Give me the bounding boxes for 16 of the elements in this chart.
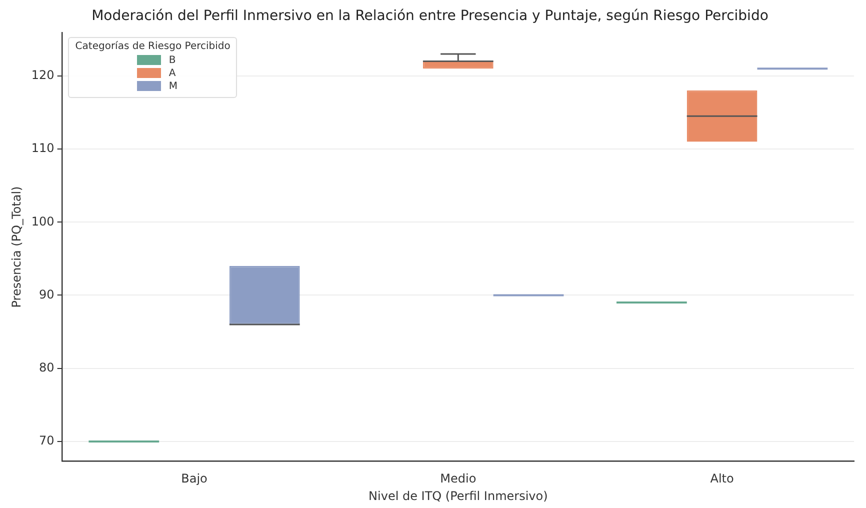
legend-title: Categorías de Riesgo Percibido xyxy=(75,40,230,52)
x-axis-title: Nivel de ITQ (Perfil Inmersivo) xyxy=(368,488,548,503)
x-tick-label: Medio xyxy=(440,472,476,486)
y-tick-label: 90 xyxy=(39,287,54,302)
y-tick-label: 120 xyxy=(31,68,54,82)
y-axis-title: Presencia (PQ_Total) xyxy=(9,186,24,308)
y-tick-label: 110 xyxy=(31,141,54,156)
legend-label: M xyxy=(168,80,178,92)
y-tick-label: 80 xyxy=(39,360,54,374)
x-tick-label: Bajo xyxy=(181,472,208,486)
legend-label: A xyxy=(168,68,177,79)
x-tick-label: Alto xyxy=(710,472,734,486)
chart-title: Moderación del Perfil Inmersivo en la Relación entre Presencia y Puntaje, según Riesgo Percibido xyxy=(92,8,768,24)
y-tick-label: 70 xyxy=(39,434,54,448)
legend-label: B xyxy=(168,54,177,66)
y-tick-label: 100 xyxy=(31,214,54,228)
